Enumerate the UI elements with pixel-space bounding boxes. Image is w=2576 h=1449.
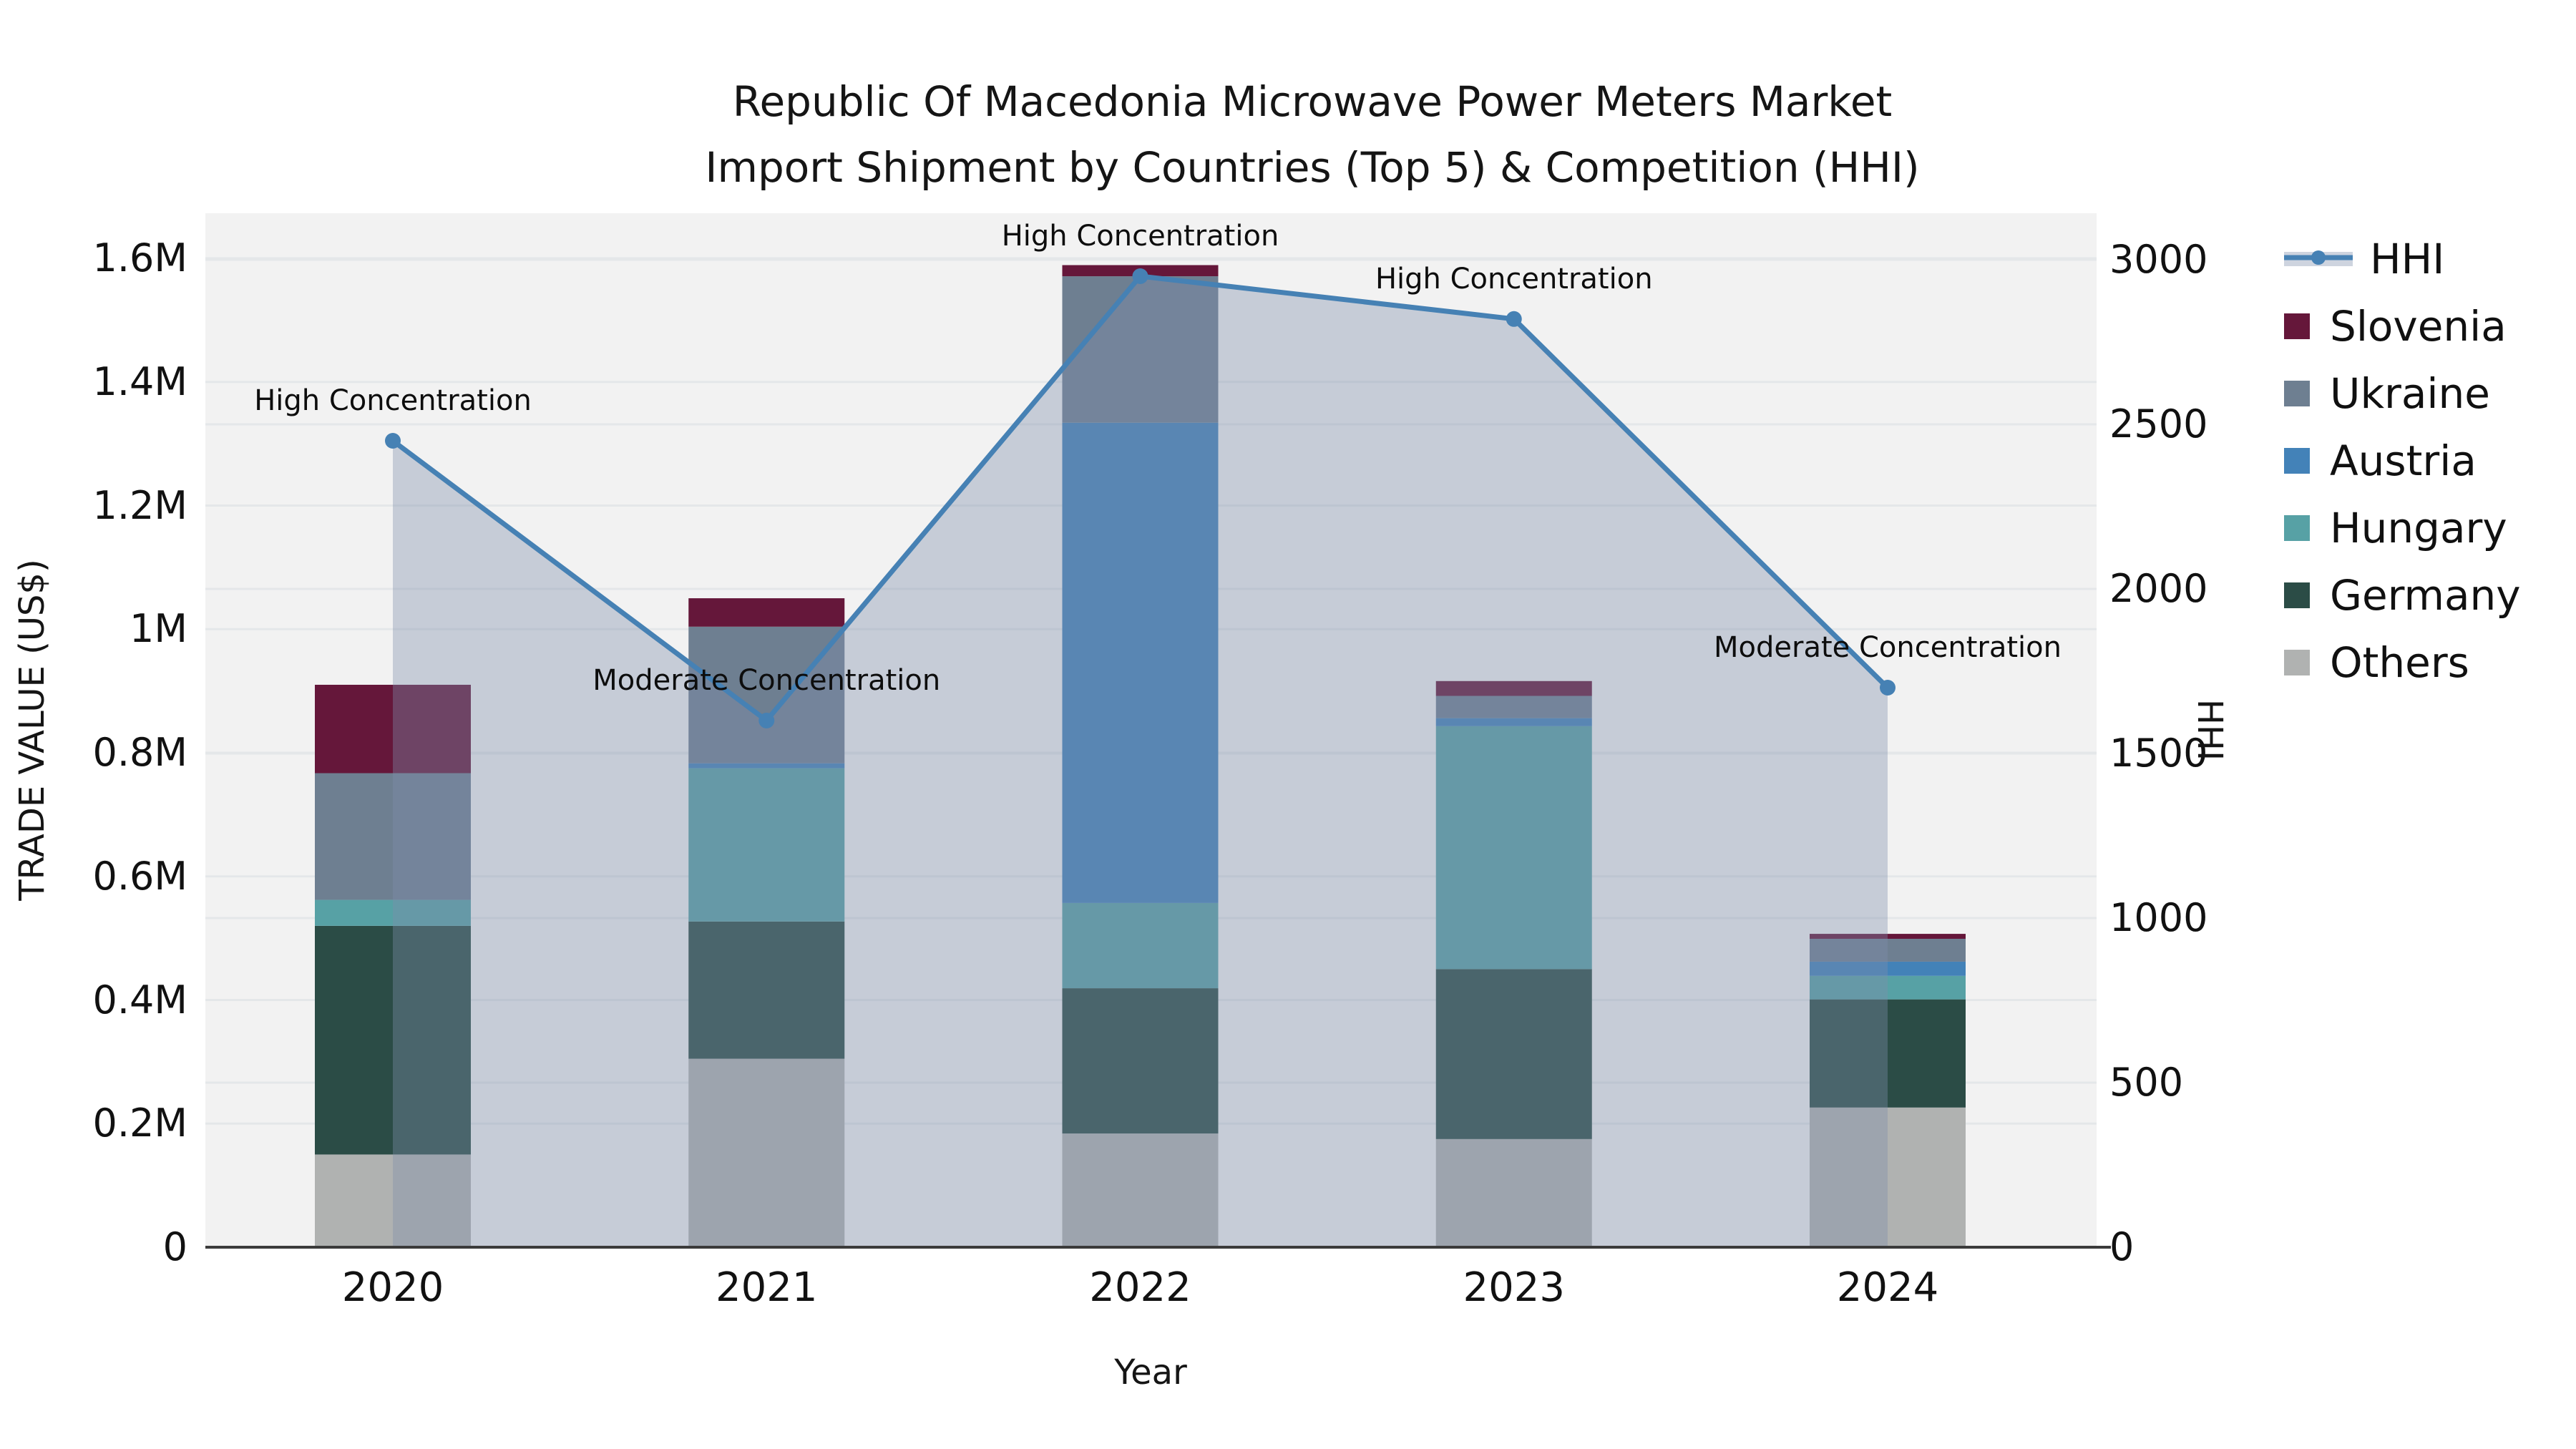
hhi-area: [393, 276, 1888, 1247]
bar-segment-others-2023: [1435, 1138, 1592, 1247]
y-left-tick-1M: 1M: [130, 606, 187, 652]
legend-hhi-line-swatch: [2284, 245, 2356, 273]
annotation-2020: High Concentration: [254, 384, 532, 417]
y-left-tick-0.4M: 0.4M: [92, 977, 187, 1023]
annotation-2024: Moderate Concentration: [1714, 631, 2062, 664]
legend-item-ukraine: Ukraine: [2284, 369, 2490, 418]
bar-segment-hungary-2022: [1062, 902, 1219, 989]
bar-segment-hungary-2023: [1435, 726, 1592, 970]
x-axis-title: Year: [1114, 1352, 1187, 1392]
y-left-tick-1.4M: 1.4M: [92, 358, 187, 404]
bar-segment-hungary-2024: [1810, 975, 1966, 1000]
bar-segment-austria-2021: [688, 763, 845, 769]
hhi-marker-2023: [1506, 311, 1522, 327]
bar-segment-slovenia-2021: [688, 598, 845, 627]
y-axis-left-title: TRADE VALUE (US$): [12, 559, 52, 901]
hhi-marker-2021: [758, 713, 775, 728]
legend-swatch-slovenia: [2284, 313, 2310, 339]
x-tick-2022: 2022: [1089, 1264, 1191, 1311]
legend-label-austria: Austria: [2330, 436, 2477, 485]
y-left-tick-0.6M: 0.6M: [92, 853, 187, 899]
hhi-marker-2024: [1880, 680, 1896, 696]
legend-label-hungary: Hungary: [2330, 504, 2507, 552]
bar-segment-germany-2020: [315, 925, 471, 1155]
bar-segment-germany-2021: [688, 921, 845, 1059]
bar-segment-slovenia-2023: [1435, 680, 1592, 696]
annotation-2023: High Concentration: [1375, 262, 1653, 296]
y-left-tick-0: 0: [162, 1224, 187, 1269]
legend-label-others: Others: [2330, 638, 2469, 687]
bar-segment-germany-2022: [1062, 988, 1219, 1134]
bar-segment-ukraine-2022: [1062, 276, 1219, 423]
bar-segment-hungary-2021: [688, 768, 845, 922]
bar-segment-hungary-2020: [315, 899, 471, 926]
bar-segment-ukraine-2021: [688, 626, 845, 763]
y-left-tick-1.6M: 1.6M: [92, 235, 187, 280]
annotation-2021: Moderate Concentration: [592, 664, 941, 697]
bar-segment-germany-2023: [1435, 969, 1592, 1139]
legend-swatch-others: [2284, 650, 2310, 675]
bar-segment-others-2022: [1062, 1133, 1219, 1247]
x-tick-2020: 2020: [341, 1264, 444, 1311]
y-right-tick-2500: 2500: [2109, 401, 2208, 447]
legend-item-slovenia: Slovenia: [2284, 302, 2507, 351]
bar-segment-slovenia-2024: [1810, 934, 1966, 939]
legend-label-slovenia: Slovenia: [2330, 302, 2507, 351]
bar-segment-others-2020: [315, 1154, 471, 1247]
bar-segment-ukraine-2024: [1810, 938, 1966, 962]
legend-item-austria: Austria: [2284, 436, 2477, 485]
bar-segment-ukraine-2023: [1435, 696, 1592, 718]
y-left-tick-0.8M: 0.8M: [92, 730, 187, 775]
legend-item-hhi: HHI: [2284, 235, 2445, 283]
bar-segment-others-2024: [1810, 1107, 1966, 1247]
y-right-tick-1500: 1500: [2109, 731, 2208, 776]
bar-segment-austria-2024: [1810, 961, 1966, 976]
bar-segment-others-2021: [688, 1058, 845, 1247]
y-left-tick-1.2M: 1.2M: [92, 482, 187, 528]
bar-segment-ukraine-2020: [315, 773, 471, 900]
bar-segment-austria-2022: [1062, 422, 1219, 903]
bar-segment-germany-2024: [1810, 999, 1966, 1108]
y-right-tick-2000: 2000: [2109, 566, 2208, 611]
legend-swatch-ukraine: [2284, 381, 2310, 406]
annotation-2022: High Concentration: [1001, 220, 1279, 253]
legend-label-ukraine: Ukraine: [2330, 369, 2490, 418]
y-axis-right-title: HHI: [2190, 698, 2230, 761]
chart-title-line2: Import Shipment by Countries (Top 5) & C…: [705, 143, 1920, 192]
hhi-marker-2020: [385, 433, 401, 449]
legend-item-others: Others: [2284, 638, 2469, 687]
x-tick-2021: 2021: [715, 1264, 818, 1311]
legend-label-germany: Germany: [2330, 571, 2521, 620]
y-left-tick-0.2M: 0.2M: [92, 1101, 187, 1146]
bar-segment-austria-2023: [1435, 718, 1592, 726]
y-right-tick-3000: 3000: [2109, 237, 2208, 282]
legend-label-hhi: HHI: [2370, 235, 2445, 283]
y-right-tick-0: 0: [2109, 1224, 2135, 1269]
y-right-tick-500: 500: [2109, 1060, 2184, 1105]
legend-swatch-austria: [2284, 448, 2310, 474]
chart-title: Republic Of Macedonia Microwave Power Me…: [24, 69, 2576, 200]
legend-item-hungary: Hungary: [2284, 504, 2507, 552]
bar-segment-slovenia-2020: [315, 684, 471, 774]
y-right-tick-1000: 1000: [2109, 895, 2208, 940]
legend-item-germany: Germany: [2284, 571, 2521, 620]
x-tick-2023: 2023: [1463, 1264, 1565, 1311]
legend-swatch-germany: [2284, 582, 2310, 608]
x-tick-2024: 2024: [1836, 1264, 1939, 1311]
chart-title-line1: Republic Of Macedonia Microwave Power Me…: [732, 77, 1893, 126]
legend-swatch-hungary: [2284, 515, 2310, 541]
hhi-marker-2022: [1132, 268, 1148, 284]
